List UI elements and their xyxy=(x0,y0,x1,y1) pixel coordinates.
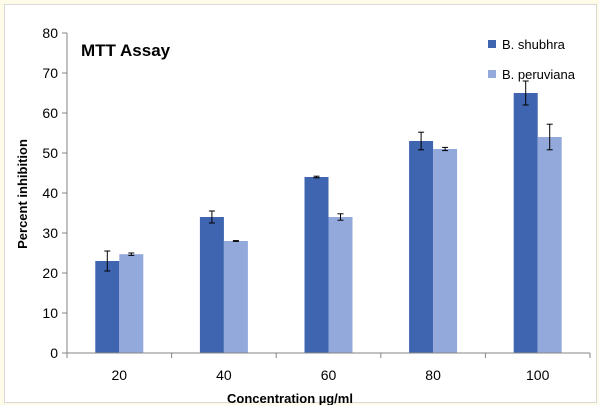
y-tick-label-0: 0 xyxy=(50,345,58,361)
legend-swatch-2 xyxy=(488,70,496,78)
bar-series-1-40 xyxy=(199,217,224,353)
bar-series-2-20 xyxy=(119,254,144,353)
bar-series-2-100 xyxy=(537,137,562,353)
legend-swatch-1 xyxy=(488,40,496,48)
bar-series-2-40 xyxy=(223,241,248,353)
bar-series-1-100 xyxy=(513,93,538,353)
x-tick-label-40: 40 xyxy=(216,367,232,383)
bar-series-1-20 xyxy=(95,261,120,353)
x-axis-title: Concentration µg/ml xyxy=(227,391,353,405)
bar-series-2-60 xyxy=(328,217,353,353)
plot-area: 0 10 20 30 40 50 60 70 80 20 40 60 80 100 xyxy=(42,25,591,383)
y-tick-label-20: 20 xyxy=(42,265,58,281)
bar-series-1-60 xyxy=(304,177,329,353)
bar-series-1-80 xyxy=(409,141,434,353)
y-tick-label-30: 30 xyxy=(42,225,58,241)
y-tick-label-10: 10 xyxy=(42,305,58,321)
y-tick-label-80: 80 xyxy=(42,25,58,41)
y-tick-label-70: 70 xyxy=(42,65,58,81)
y-tick-label-40: 40 xyxy=(42,185,58,201)
x-tick-label-20: 20 xyxy=(112,367,128,383)
x-tick-label-80: 80 xyxy=(425,367,441,383)
y-tick-label-60: 60 xyxy=(42,105,58,121)
y-tick-label-50: 50 xyxy=(42,145,58,161)
y-axis-title: Percent inhibition xyxy=(15,139,30,249)
chart-title: MTT Assay xyxy=(81,41,171,60)
x-tick-label-100: 100 xyxy=(526,367,550,383)
legend-label-1: B. shubhra xyxy=(502,37,566,52)
legend-label-2: B. peruviana xyxy=(502,67,576,82)
bar-series-2-80 xyxy=(433,149,458,353)
x-tick-label-60: 60 xyxy=(321,367,337,383)
legend: B. shubhra B. peruviana xyxy=(488,37,576,82)
